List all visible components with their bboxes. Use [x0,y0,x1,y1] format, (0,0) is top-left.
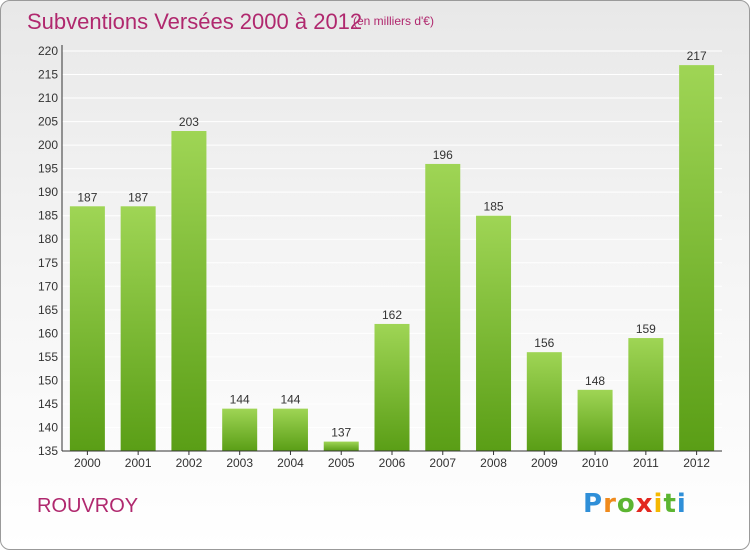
bar [425,163,461,452]
bar [69,206,105,451]
x-tick-label: 2008 [480,456,507,470]
x-tick-label: 2012 [683,456,710,470]
x-tick-label: 2007 [429,456,456,470]
x-tick-label: 2003 [226,456,253,470]
y-tick-label: 195 [38,162,58,176]
x-tick-label: 2002 [176,456,203,470]
chart-unit-label: (en milliers d'€) [353,14,434,28]
bar [374,323,410,451]
y-tick-label: 210 [38,91,58,105]
y-tick-label: 175 [38,256,58,270]
data-label: 185 [484,200,504,214]
bar [526,352,562,451]
y-tick-label: 220 [38,44,58,58]
y-tick-label: 155 [38,350,58,364]
y-tick-label: 170 [38,279,58,293]
data-label: 162 [382,308,402,322]
bar [476,215,512,451]
data-label: 187 [128,190,148,204]
bar [272,408,308,451]
bar [171,131,207,451]
commune-name: ROUVROY [37,495,139,517]
bar [323,441,359,451]
data-label: 203 [179,115,199,129]
data-label: 137 [331,426,351,440]
data-label: 159 [636,322,656,336]
x-tick-label: 2010 [582,456,609,470]
y-tick-label: 185 [38,209,58,223]
data-label: 217 [687,49,707,63]
y-tick-label: 200 [38,138,58,152]
x-tick-label: 2004 [277,456,304,470]
y-tick-label: 180 [38,232,58,246]
data-label: 148 [585,374,605,388]
bar [120,206,156,451]
x-tick-label: 2001 [125,456,152,470]
y-tick-label: 150 [38,373,58,387]
data-label: 144 [230,393,250,407]
data-label: 196 [433,148,453,162]
chart-title: Subventions Versées 2000 à 2012 [27,9,363,34]
y-tick-label: 215 [38,68,58,82]
y-tick-label: 140 [38,420,58,434]
x-tick-label: 2009 [531,456,558,470]
bar [628,338,664,451]
bar [222,408,258,451]
y-tick-label: 145 [38,397,58,411]
data-label: 144 [280,393,300,407]
y-tick-label: 165 [38,303,58,317]
y-tick-label: 135 [38,444,58,458]
proxiti-logo: Proxiti [583,489,687,519]
data-label: 187 [77,190,97,204]
y-tick-label: 190 [38,185,58,199]
y-tick-label: 205 [38,115,58,129]
x-tick-label: 2011 [633,456,659,470]
y-tick-label: 160 [38,326,58,340]
x-tick-label: 2005 [328,456,355,470]
bar [679,65,715,451]
data-label: 156 [534,336,554,350]
x-tick-label: 2000 [74,456,101,470]
x-tick-label: 2006 [379,456,406,470]
bar [577,389,613,451]
